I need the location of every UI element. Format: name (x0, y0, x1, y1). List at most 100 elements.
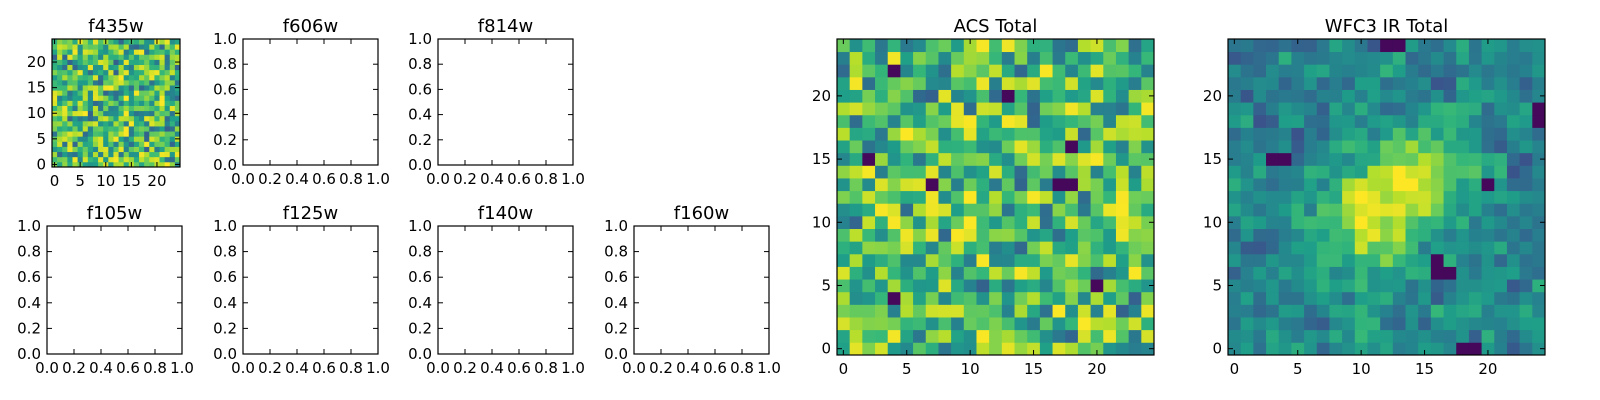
heatmap-cell (67, 54, 73, 60)
heatmap-cell (1065, 51, 1079, 65)
heatmap-cell (913, 39, 927, 53)
heatmap-cell (862, 190, 876, 204)
heatmap-cell (849, 114, 863, 128)
heatmap-cell (1380, 253, 1394, 267)
heatmap-cell (1468, 76, 1482, 90)
heatmap-cell (1077, 279, 1091, 293)
heatmap-cell (951, 190, 965, 204)
heatmap-cell (1456, 51, 1470, 65)
heatmap-cell (1027, 279, 1041, 293)
heatmap-cell (57, 69, 63, 76)
heatmap-cell (1141, 127, 1155, 141)
heatmap-cell (118, 156, 125, 163)
heatmap-cell (1456, 329, 1470, 343)
heatmap-cell (1532, 76, 1546, 90)
heatmap-cell (169, 131, 176, 137)
heatmap-cell (149, 161, 155, 168)
heatmap-cell (169, 90, 176, 96)
heatmap-cell (1304, 127, 1318, 141)
heatmap-cell (98, 146, 104, 153)
heatmap-cell (159, 115, 166, 122)
heatmap-cell (118, 115, 125, 122)
heatmap-cell (1392, 190, 1406, 204)
heatmap-cell (62, 161, 68, 168)
heatmap-cell (1519, 228, 1533, 242)
heatmap-cell (1014, 215, 1028, 229)
heatmap-cell (128, 64, 135, 71)
heatmap-cell (1291, 317, 1305, 331)
heatmap-cell (92, 100, 99, 106)
heatmap-cell (1115, 140, 1130, 154)
heatmap-cell (149, 39, 155, 45)
heatmap-cell (1380, 241, 1394, 255)
heatmap-cell (62, 49, 68, 55)
heatmap-cell (837, 89, 851, 103)
heatmap-cell (862, 266, 876, 280)
heatmap-cell (87, 64, 94, 71)
heatmap-cell (139, 146, 145, 153)
heatmap-cell (1291, 253, 1305, 267)
heatmap-cell (113, 141, 119, 147)
heatmap-cell (1253, 165, 1267, 179)
heatmap-cell (1065, 178, 1079, 192)
heatmap-cell (149, 74, 155, 81)
heatmap-cell (862, 102, 876, 116)
heatmap-cell (1090, 76, 1104, 90)
heatmap-cell (875, 329, 889, 343)
heatmap-cell (82, 136, 89, 142)
heatmap-cell (1039, 215, 1053, 229)
heatmap-cell (1468, 89, 1482, 103)
heatmap-cell (1430, 51, 1444, 65)
heatmap-cell (1228, 152, 1242, 166)
heatmap-cell (1291, 39, 1305, 53)
heatmap-cell (57, 74, 63, 81)
heatmap-cell (98, 151, 104, 158)
heatmap-cell (98, 79, 104, 86)
heatmap-cell (87, 59, 94, 65)
heatmap-cell (1354, 89, 1368, 103)
heatmap-cell (887, 64, 901, 78)
heatmap-cell (1266, 215, 1280, 229)
heatmap-cell (98, 44, 104, 50)
heatmap-cell (925, 266, 939, 280)
heatmap-cell (900, 317, 914, 331)
heatmap-cell (169, 151, 176, 158)
heatmap-cell (1316, 291, 1330, 305)
heatmap-cell (989, 279, 1003, 293)
heatmap-cell (1342, 89, 1356, 103)
heatmap-cell (1291, 114, 1305, 128)
heatmap-cell (913, 114, 927, 128)
heatmap-cell (1039, 241, 1053, 255)
heatmap-cell (1090, 178, 1104, 192)
heatmap-cell (1519, 304, 1533, 318)
heatmap-cell (1342, 329, 1356, 343)
heatmap-cell (67, 100, 73, 106)
heatmap-cell (1304, 304, 1318, 318)
heatmap-cell (1253, 89, 1267, 103)
heatmap-cell (174, 105, 181, 112)
heatmap-cell (1443, 266, 1457, 280)
heatmap-cell (1128, 228, 1142, 242)
heatmap-cell (1392, 329, 1406, 343)
heatmap-cell (1418, 152, 1432, 166)
heatmap-cell (1342, 342, 1356, 356)
heatmap-cell (1468, 51, 1482, 65)
heatmap-cell (1115, 64, 1130, 78)
heatmap-cell (77, 105, 84, 112)
x-tick-label: 0.6 (507, 359, 531, 377)
heatmap-cell (1443, 76, 1457, 90)
heatmap-cell (1228, 89, 1242, 103)
heatmap-cell (1456, 89, 1470, 103)
heatmap-cell (1039, 114, 1053, 128)
heatmap-cell (154, 151, 160, 158)
heatmap-cell (87, 105, 94, 112)
heatmap-cell (1266, 342, 1280, 356)
heatmap-cell (1506, 317, 1521, 331)
heatmap-cell (92, 95, 99, 101)
y-tick-label: 1.0 (604, 217, 628, 235)
heatmap-cell (113, 126, 119, 132)
heatmap-cell (159, 151, 166, 158)
heatmap-cell (1052, 241, 1066, 255)
heatmap-cell (875, 39, 889, 53)
heatmap-cell (1519, 178, 1533, 192)
